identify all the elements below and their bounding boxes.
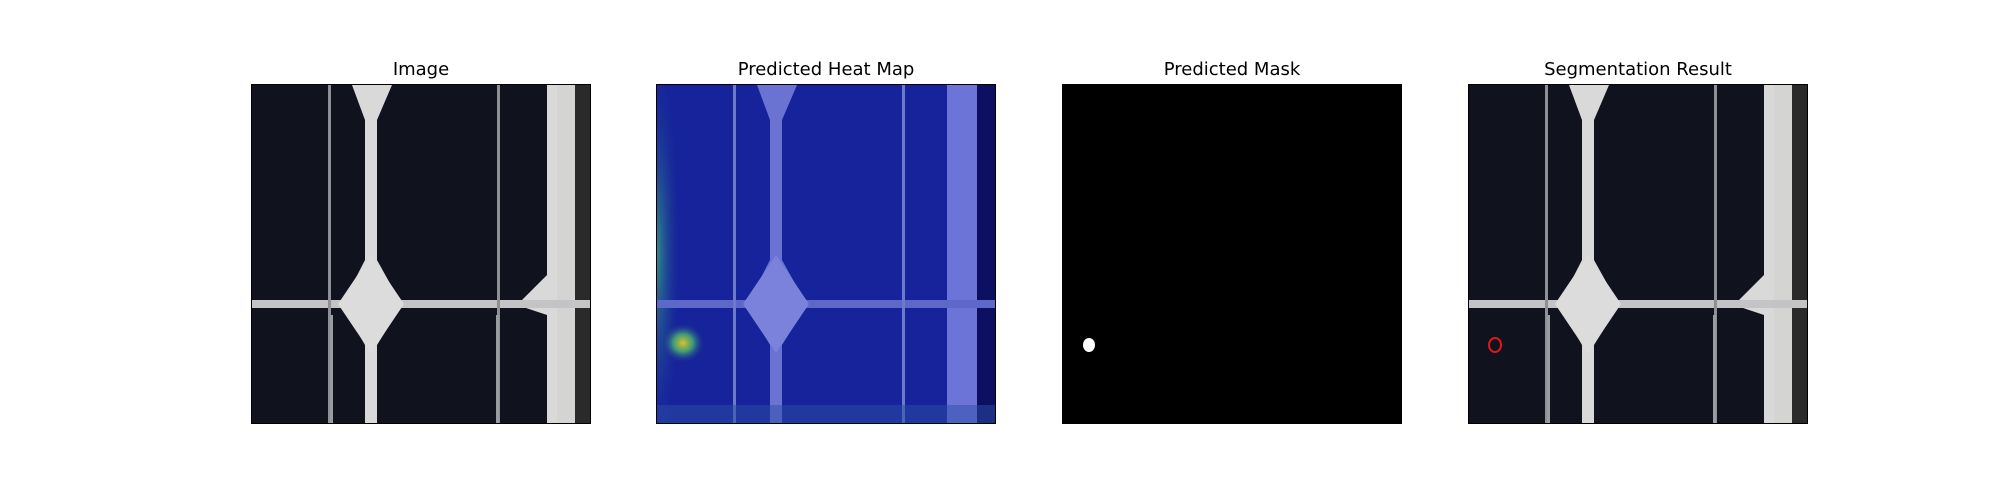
- solar-cell-image: [251, 84, 591, 424]
- defect-contour: [1488, 337, 1502, 353]
- panel-title-image: Image: [392, 59, 450, 80]
- panel-title-segmentation: Segmentation Result: [1544, 59, 1732, 80]
- predicted-mask-image: [1062, 84, 1402, 424]
- panel-title-mask: Predicted Mask: [1163, 59, 1301, 80]
- mask-blob: [1083, 338, 1095, 352]
- segmentation-result-image: [1468, 84, 1808, 424]
- panel-title-heatmap: Predicted Heat Map: [737, 59, 915, 80]
- heatmap-overlay-image: [656, 84, 996, 424]
